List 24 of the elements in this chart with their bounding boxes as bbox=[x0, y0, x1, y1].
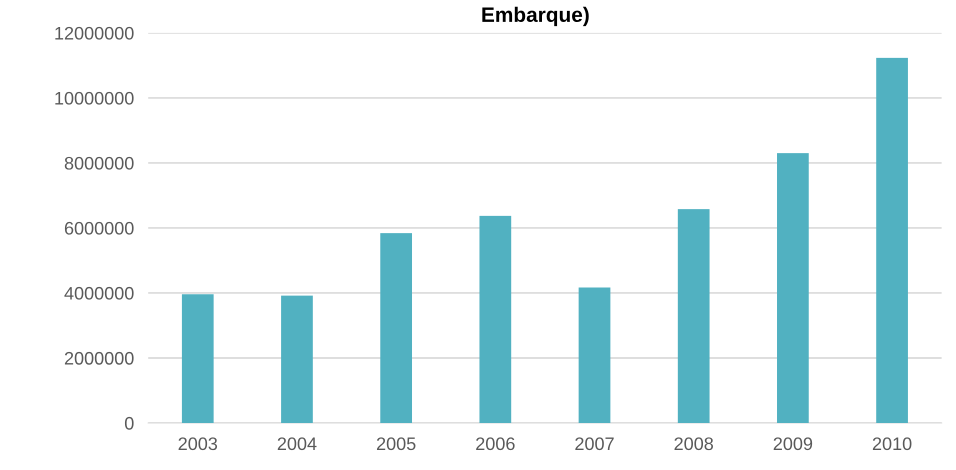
x-tick-label: 2005 bbox=[376, 437, 416, 450]
bar bbox=[876, 58, 908, 423]
y-tick-label: 0 bbox=[124, 416, 134, 430]
y-tick-label: 12000000 bbox=[55, 26, 134, 40]
x-tick-label: 2009 bbox=[774, 437, 812, 450]
y-tick-label: 4000000 bbox=[64, 286, 134, 300]
bar bbox=[182, 294, 214, 423]
x-tick-label: 2004 bbox=[278, 437, 317, 450]
x-tick-label: 2008 bbox=[674, 437, 713, 450]
y-tick-label: 10000000 bbox=[55, 92, 134, 105]
x-tick-label: 2003 bbox=[178, 437, 218, 450]
bar bbox=[578, 287, 610, 423]
bar bbox=[678, 209, 710, 423]
y-tick-label: 6000000 bbox=[64, 222, 134, 235]
x-tick-label: 2010 bbox=[872, 437, 912, 450]
y-tick-label: 8000000 bbox=[64, 156, 134, 170]
bar bbox=[777, 153, 809, 423]
bar bbox=[281, 296, 313, 423]
bar bbox=[380, 233, 412, 423]
x-tick-label: 2006 bbox=[476, 437, 515, 450]
chart-title: Embarque) bbox=[482, 6, 589, 26]
y-tick-label: 2000000 bbox=[64, 352, 134, 365]
bar bbox=[479, 216, 512, 423]
x-tick-label: 2007 bbox=[575, 437, 614, 450]
